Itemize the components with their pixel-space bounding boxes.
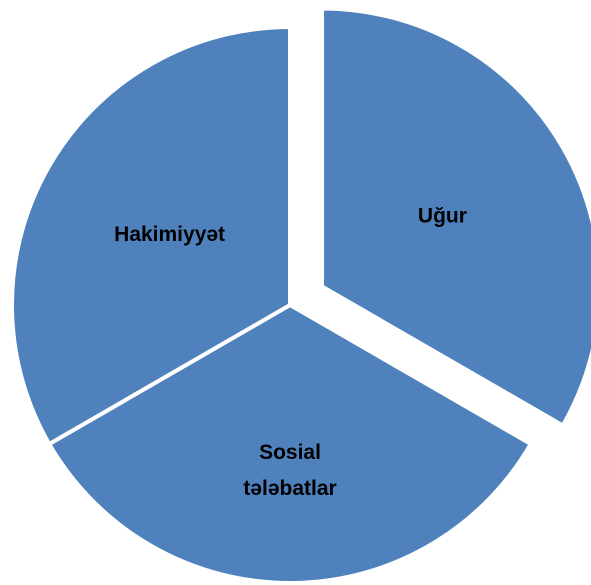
slice-label: Sosial tələbatlar bbox=[243, 441, 336, 500]
slice-label: Uğur bbox=[418, 205, 467, 228]
pie-slice bbox=[320, 6, 591, 428]
pie-slice bbox=[10, 25, 292, 446]
slice-label: Hakimiyyət bbox=[114, 223, 225, 246]
pie-slice bbox=[47, 303, 533, 585]
